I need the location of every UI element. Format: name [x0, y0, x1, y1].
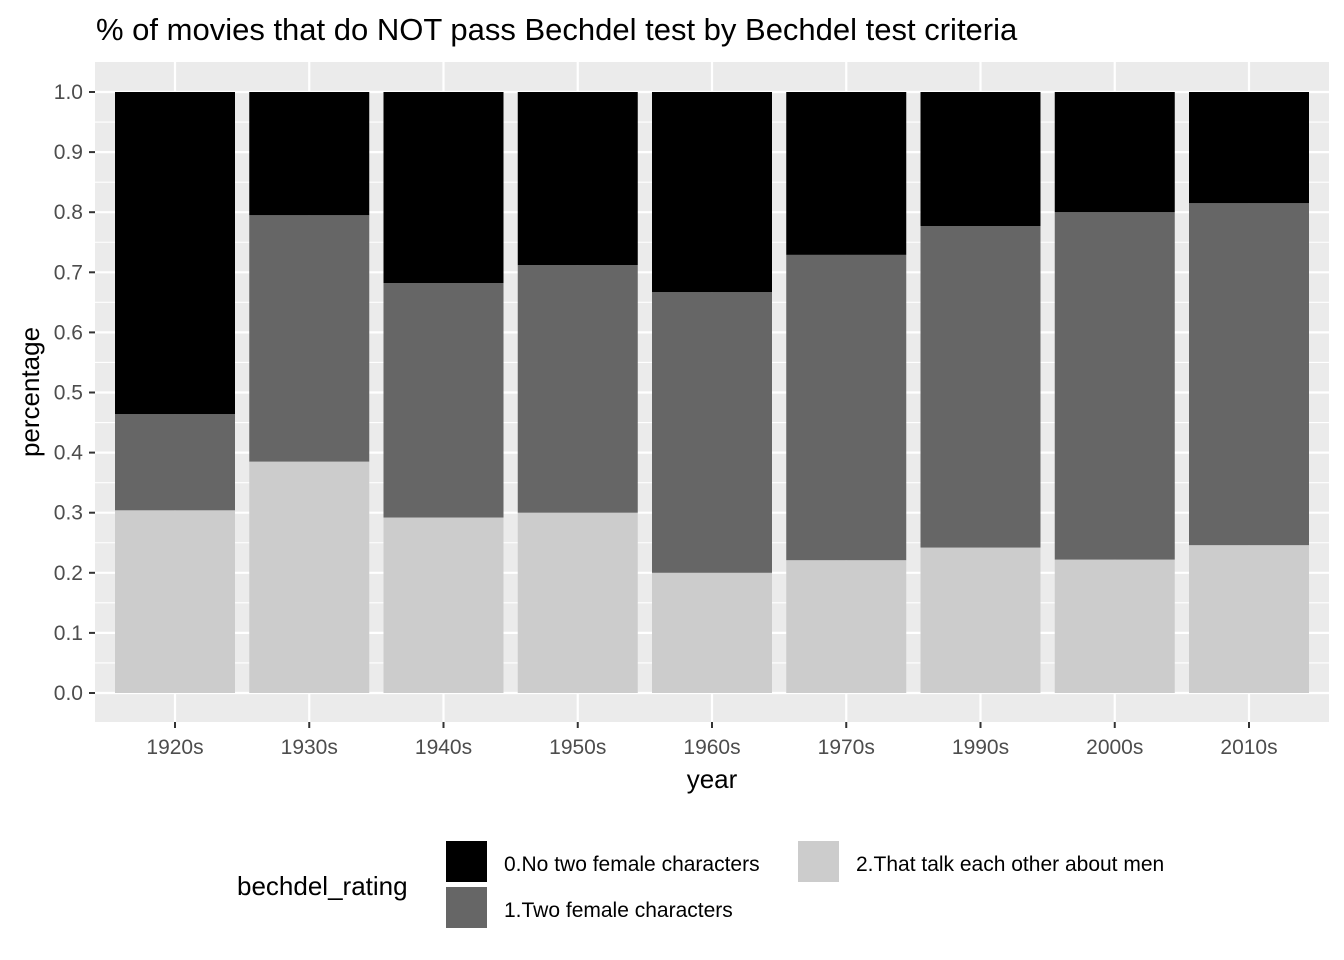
bar-segment-1930s-s2 [249, 461, 370, 693]
bar-segment-2010s-s0 [1189, 92, 1309, 204]
bar-segment-1970s-s1 [786, 254, 907, 561]
bar-segment-1930s-s0 [249, 92, 370, 216]
x-tick-label-1930s: 1930s [281, 736, 338, 759]
bar-segment-1920s-s2 [115, 510, 235, 693]
bar-stack-1920s [115, 92, 235, 693]
y-tick-label: 0.1 [54, 622, 83, 645]
bar-segment-1960s-s1 [652, 292, 772, 573]
bar-stack-1940s [383, 92, 504, 693]
y-tick-label: 0.8 [54, 201, 83, 224]
bar-segment-1920s-s0 [115, 92, 235, 415]
y-tick-label: 0.6 [54, 321, 83, 344]
bar-segment-1950s-s1 [517, 265, 638, 513]
legend-key-swatch [444, 885, 489, 930]
legend-key-swatch [796, 839, 841, 884]
bar-segment-2000s-s2 [1054, 559, 1175, 693]
y-tick-label: 0.4 [54, 442, 84, 465]
legend-item-0: 0.No two female characters [444, 839, 760, 884]
bar-stack-1960s [652, 92, 772, 693]
bar-segment-1940s-s0 [383, 92, 504, 284]
bar-segment-2010s-s2 [1189, 545, 1309, 693]
bar-segment-1990s-s0 [920, 92, 1041, 227]
bar-segment-1960s-s2 [652, 572, 772, 693]
bar-segment-1920s-s1 [115, 414, 235, 511]
legend-label: 2.That talk each other about men [856, 853, 1164, 876]
bar-stack-1950s [517, 92, 638, 693]
bar-segment-1950s-s0 [517, 92, 638, 266]
x-tick-label-1990s: 1990s [952, 736, 1009, 759]
x-axis: 1920s 1930s 1940s 1950s 1960s 1970s 1990s 2000s… [146, 722, 1278, 759]
bar-stack-1970s [786, 92, 907, 693]
x-tick-label-1920s: 1920s [146, 736, 203, 759]
legend-label: 1.Two female characters [504, 899, 733, 922]
legend-title: bechdel_rating [237, 871, 408, 901]
bar-segment-1990s-s2 [920, 547, 1041, 693]
bar-segment-1970s-s2 [786, 560, 907, 693]
x-tick-label-1940s: 1940s [415, 736, 472, 759]
y-tick-label: 1.0 [54, 81, 83, 104]
x-axis-title: year [687, 764, 738, 794]
y-tick-label: 0.3 [54, 502, 83, 525]
bar-stack-2010s [1189, 92, 1309, 693]
x-tick-label-2010s: 2010s [1220, 736, 1277, 759]
x-tick-label-2000s: 2000s [1086, 736, 1143, 759]
legend-item-1: 1.Two female characters [444, 885, 733, 930]
y-tick-label: 0.2 [54, 562, 83, 585]
legend-item-2: 2.That talk each other about men [796, 839, 1164, 884]
x-tick-label-1950s: 1950s [549, 736, 606, 759]
y-tick-label: 0.0 [54, 682, 83, 705]
bar-segment-2000s-s1 [1054, 212, 1175, 560]
bar-segment-1960s-s0 [652, 92, 772, 293]
chart-title: % of movies that do NOT pass Bechdel tes… [96, 12, 1018, 47]
y-axis-title: percentage [15, 327, 45, 457]
legend-label: 0.No two female characters [504, 853, 760, 876]
bar-segment-2000s-s0 [1054, 92, 1175, 213]
y-tick-label: 0.5 [54, 382, 83, 405]
bar-stack-1930s [249, 92, 370, 693]
bar-segment-1940s-s1 [383, 283, 504, 518]
bar-segment-1940s-s2 [383, 517, 504, 693]
legend: bechdel_rating 0.No two female character… [237, 839, 1164, 930]
y-tick-label: 0.9 [54, 141, 83, 164]
bar-segment-1990s-s1 [920, 226, 1041, 548]
bar-segment-2010s-s1 [1189, 203, 1309, 546]
bar-segment-1950s-s2 [517, 512, 638, 693]
bar-stack-2000s [1054, 92, 1175, 693]
y-axis: 0.0 0.1 0.2 0.3 0.4 0.5 0.6 0.7 0.8 0.9 1.0 [54, 81, 95, 705]
legend-key-swatch [444, 839, 489, 884]
bar-stack-1990s [920, 92, 1041, 693]
x-tick-label-1970s: 1970s [818, 736, 875, 759]
x-tick-label-1960s: 1960s [683, 736, 740, 759]
bar-stacks [115, 92, 1309, 693]
bar-segment-1930s-s1 [249, 215, 370, 462]
bar-segment-1970s-s0 [786, 92, 907, 255]
y-tick-label: 0.7 [54, 261, 83, 284]
